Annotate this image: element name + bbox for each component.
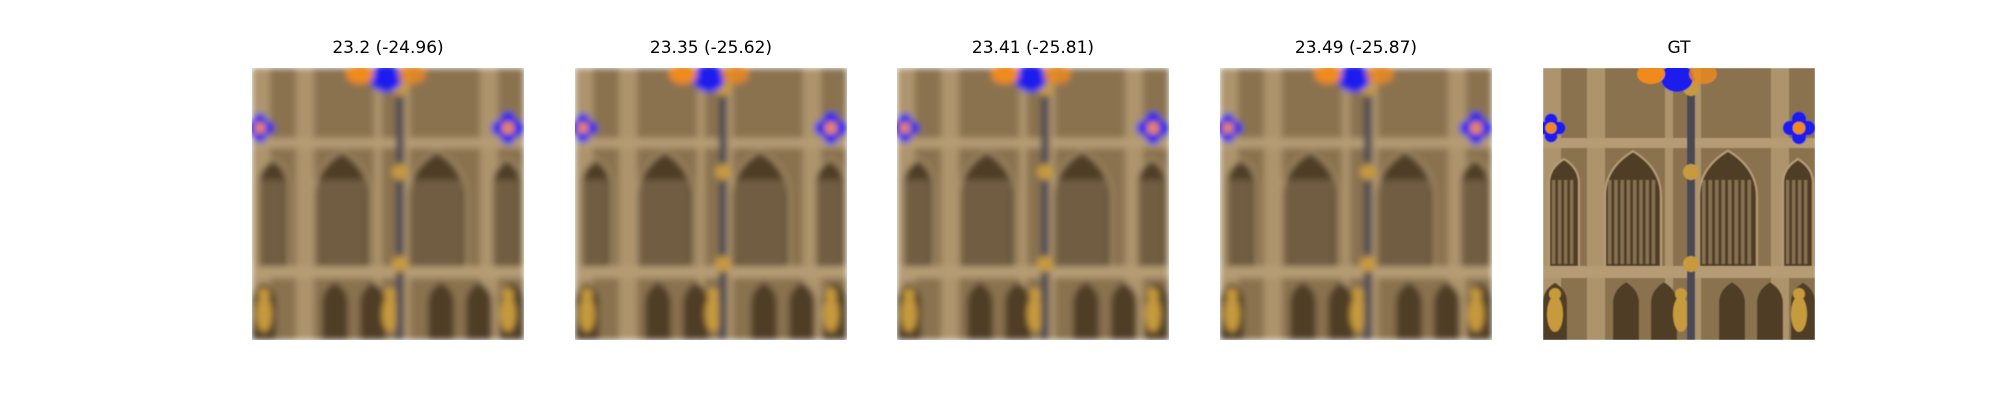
panel-title: 23.2 (-24.96) — [332, 38, 444, 58]
image-tile — [575, 68, 847, 340]
panel-title: 23.35 (-25.62) — [649, 38, 773, 58]
image-tile — [897, 68, 1169, 340]
panel-2: 23.35 (-25.62) — [575, 0, 847, 400]
panel-4: 23.49 (-25.87) — [1220, 0, 1492, 400]
panel-title: 23.49 (-25.87) — [1294, 38, 1418, 58]
image-tile — [252, 68, 524, 340]
panel-5: GT — [1543, 0, 1815, 400]
panel-3: 23.41 (-25.81) — [897, 0, 1169, 400]
panel-1: 23.2 (-24.96) — [252, 0, 524, 400]
image-tile — [1220, 68, 1492, 340]
image-tile — [1543, 68, 1815, 340]
panel-title: 23.41 (-25.81) — [971, 38, 1095, 58]
panel-title: GT — [1667, 38, 1691, 58]
